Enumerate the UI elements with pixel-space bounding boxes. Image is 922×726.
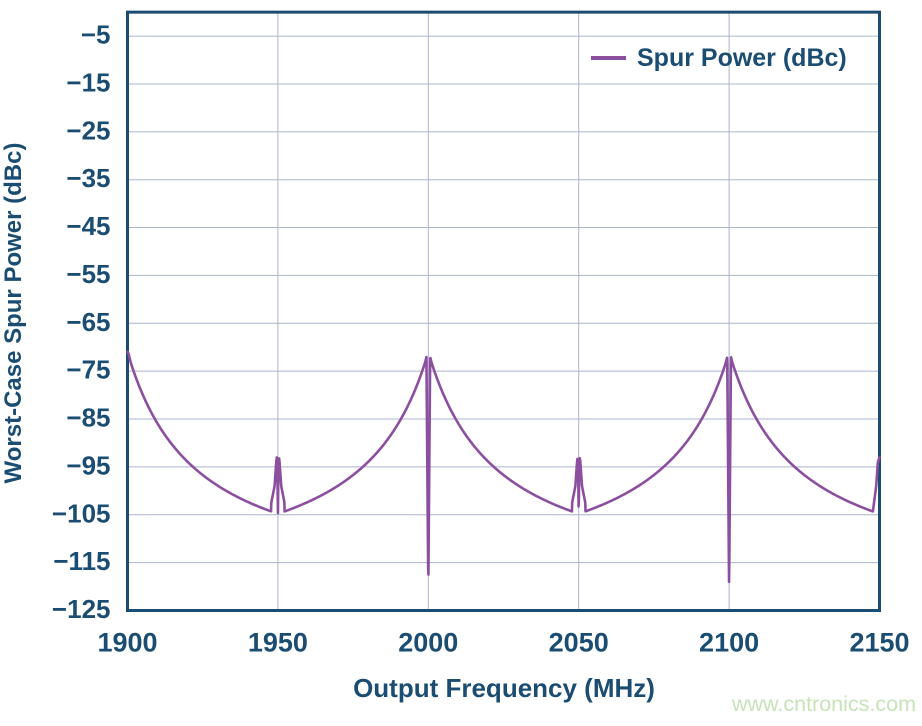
- svg-text:Spur Power (dBc): Spur Power (dBc): [637, 44, 847, 72]
- svg-text:−15: −15: [66, 67, 110, 97]
- svg-text:−125: −125: [52, 594, 111, 624]
- svg-text:−65: −65: [66, 307, 110, 337]
- svg-text:2150: 2150: [849, 628, 909, 658]
- svg-text:−55: −55: [66, 259, 110, 289]
- svg-text:−95: −95: [66, 450, 110, 480]
- svg-text:−45: −45: [66, 211, 110, 241]
- svg-text:−75: −75: [66, 355, 110, 385]
- svg-text:−105: −105: [52, 498, 111, 528]
- svg-text:−85: −85: [66, 403, 110, 433]
- svg-text:−5: −5: [81, 20, 111, 50]
- svg-text:2100: 2100: [699, 628, 759, 658]
- svg-text:2050: 2050: [549, 628, 609, 658]
- svg-text:−35: −35: [66, 163, 110, 193]
- svg-text:−115: −115: [53, 546, 110, 576]
- svg-text:1950: 1950: [248, 628, 308, 658]
- svg-text:−25: −25: [66, 115, 110, 145]
- svg-text:2000: 2000: [398, 628, 458, 658]
- svg-text:1900: 1900: [97, 628, 157, 658]
